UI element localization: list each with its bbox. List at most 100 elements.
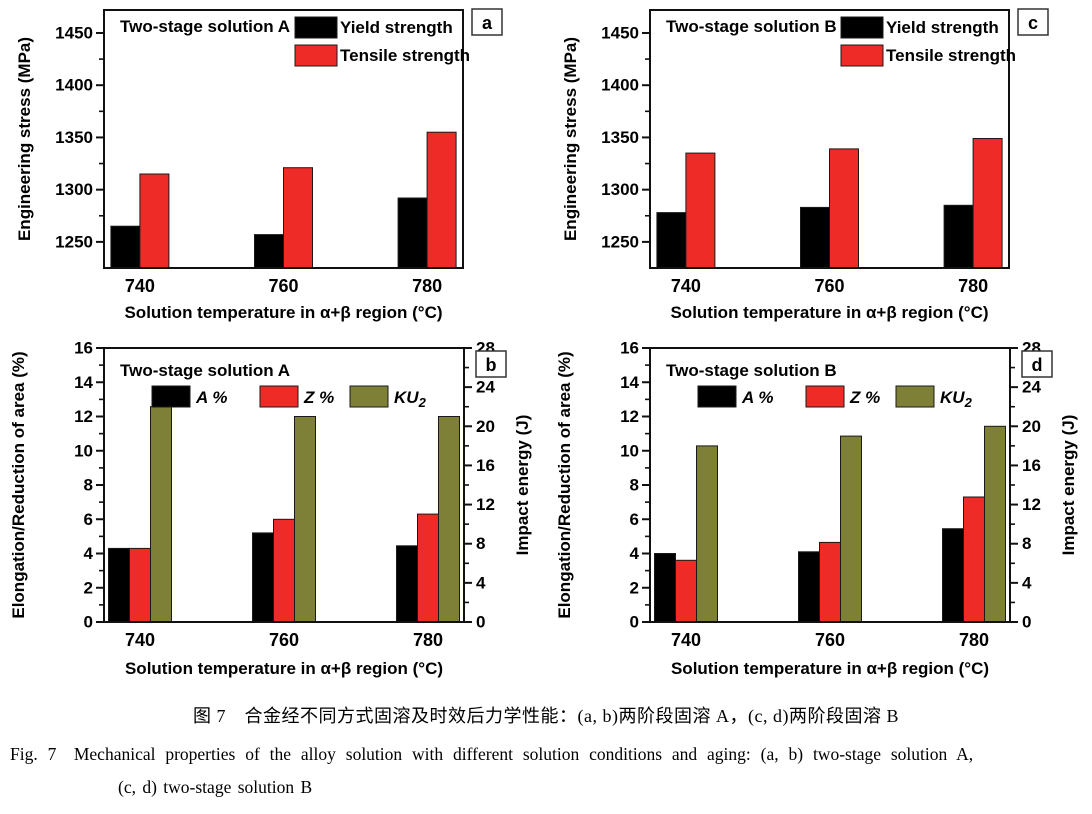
y-tick-label: 1300 <box>55 180 93 199</box>
bar-b-740-KU2 <box>150 406 172 623</box>
x-tick-label: 780 <box>958 276 988 296</box>
legend-label: KU2 <box>394 388 427 410</box>
legend-label: Tensile strength <box>340 46 470 65</box>
legend-label: Yield strength <box>886 18 999 37</box>
legend-swatch <box>294 16 338 39</box>
x-tick-label: 760 <box>815 630 845 650</box>
bar-b-760-A <box>252 532 274 623</box>
x-axis-label: Solution temperature in α+β region (°C) <box>671 659 989 678</box>
x-tick-label: 740 <box>125 630 155 650</box>
y-tick-label: 12 <box>74 407 93 426</box>
caption-english-line1: Fig. 7 Mechanical properties of the allo… <box>10 744 974 764</box>
x-tick-label: 740 <box>671 630 701 650</box>
bar-d-780-KU2 <box>984 425 1006 623</box>
panel-letter: d <box>1032 355 1043 375</box>
bar-c-780-Tensilestrength <box>972 138 1003 269</box>
panel-letter-box <box>475 350 507 378</box>
x-axis-label: Solution temperature in α+β region (°C) <box>670 303 988 322</box>
legend-label: KU2 <box>940 388 973 410</box>
panel-letter-box <box>471 8 503 36</box>
panel-a: 1250 1300 1350 1400 1450 740 760 780 Solution te… <box>0 0 546 330</box>
chart-title: Two-stage solution B <box>666 17 837 36</box>
x-tick-label: 780 <box>412 276 442 296</box>
legend-swatch <box>259 385 299 408</box>
plot-frame <box>103 9 464 269</box>
legend-label: Z % <box>849 388 880 407</box>
bar-b-780-KU2 <box>438 416 460 623</box>
y-tick-label: 1350 <box>55 128 93 147</box>
y2-axis-label: Impact energy (J) <box>1059 415 1078 556</box>
legend-label: Tensile strength <box>886 46 1016 65</box>
y-tick-label: 14 <box>620 373 639 392</box>
bar-d-740-KU2 <box>696 445 718 623</box>
legend-swatch <box>294 44 338 67</box>
legend-swatch <box>349 385 389 408</box>
legend-swatch <box>805 385 845 408</box>
bar-d-760-KU2 <box>840 435 862 623</box>
y-tick-label: 1350 <box>601 128 639 147</box>
y-tick-label: 10 <box>74 441 93 460</box>
y-tick-label: 1400 <box>55 76 93 95</box>
charts-grid: 1250 1300 1350 1400 1450 740 760 780 Solution te… <box>0 0 1092 690</box>
y2-tick-label: 12 <box>476 495 495 514</box>
y-tick-label: 4 <box>84 544 94 563</box>
legend-swatch <box>840 16 884 39</box>
x-tick-label: 760 <box>814 276 844 296</box>
legend-swatch <box>840 44 884 67</box>
bar-b-760-KU2 <box>294 416 316 623</box>
bar-d-740-Z <box>675 559 697 623</box>
legend-label: A % <box>741 388 774 407</box>
x-axis-label: Solution temperature in α+β region (°C) <box>124 303 442 322</box>
bar-b-780-Z <box>417 513 439 623</box>
bar-d-740-A <box>654 553 676 623</box>
chart-title: Two-stage solution A <box>120 361 290 380</box>
y-tick-label: 16 <box>620 339 639 358</box>
y-tick-label: 2 <box>84 578 93 597</box>
x-axis-label: Solution temperature in α+β region (°C) <box>125 659 443 678</box>
panel-letter: b <box>486 355 497 375</box>
chart-c-engineering-stress-solution-B: 1250 1300 1350 1400 1450 740 760 780 Solution te… <box>561 8 1049 322</box>
y-axis-label: Elongation/Reduction of area (%) <box>9 351 28 618</box>
panel-b: 0 2 4 6 8 10 12 14 16 0 4 8 12 16 20 24 28 Impact energy … <box>0 330 546 690</box>
panel-letter-box <box>1017 8 1049 36</box>
y-tick-label: 4 <box>630 544 640 563</box>
y2-tick-label: 8 <box>1022 534 1031 553</box>
y2-tick-label: 20 <box>1022 417 1041 436</box>
x-tick-label: 780 <box>413 630 443 650</box>
bar-c-740-Yieldstrength <box>656 212 687 269</box>
y-tick-label: 14 <box>74 373 93 392</box>
bar-d-780-Z <box>963 496 985 623</box>
caption-chinese: 图 7 合金经不同方式固溶及时效后力学性能：(a, b)两阶段固溶 A，(c, … <box>193 706 899 726</box>
y2-tick-label: 0 <box>476 613 485 632</box>
panel-c: 1250 1300 1350 1400 1450 740 760 780 Solution te… <box>546 0 1092 330</box>
y-tick-label: 1450 <box>601 23 639 42</box>
legend-label: Yield strength <box>340 18 453 37</box>
bar-c-760-Yieldstrength <box>800 206 830 269</box>
bar-b-740-A <box>108 547 130 623</box>
bar-a-760-Tensilestrength <box>283 167 313 269</box>
legend-label: A % <box>195 388 228 407</box>
bar-c-760-Tensilestrength <box>829 148 859 269</box>
bar-d-760-A <box>798 551 820 623</box>
y-tick-label: 8 <box>84 476 93 495</box>
bar-a-780-Yieldstrength <box>397 197 428 269</box>
x-tick-label: 760 <box>268 276 298 296</box>
y-axis-label: Elongation/Reduction of area (%) <box>555 351 574 618</box>
y-tick-label: 0 <box>84 613 93 632</box>
bar-b-760-Z <box>273 518 295 623</box>
legend-swatch <box>151 385 191 408</box>
y2-tick-label: 16 <box>476 456 495 475</box>
y-tick-label: 1400 <box>601 76 639 95</box>
bar-a-780-Tensilestrength <box>426 131 457 269</box>
figure-caption: 图 7 合金经不同方式固溶及时效后力学性能：(a, b)两阶段固溶 A，(c, … <box>0 702 1092 814</box>
y-tick-label: 6 <box>84 510 93 529</box>
panel-letter-box <box>1021 350 1053 378</box>
bar-d-780-A <box>942 528 964 623</box>
caption-english-line2: (c, d) two-stage solution B <box>118 777 313 797</box>
bar-a-740-Yieldstrength <box>110 225 141 269</box>
y-tick-label: 1250 <box>601 232 639 251</box>
y2-tick-label: 16 <box>1022 456 1041 475</box>
